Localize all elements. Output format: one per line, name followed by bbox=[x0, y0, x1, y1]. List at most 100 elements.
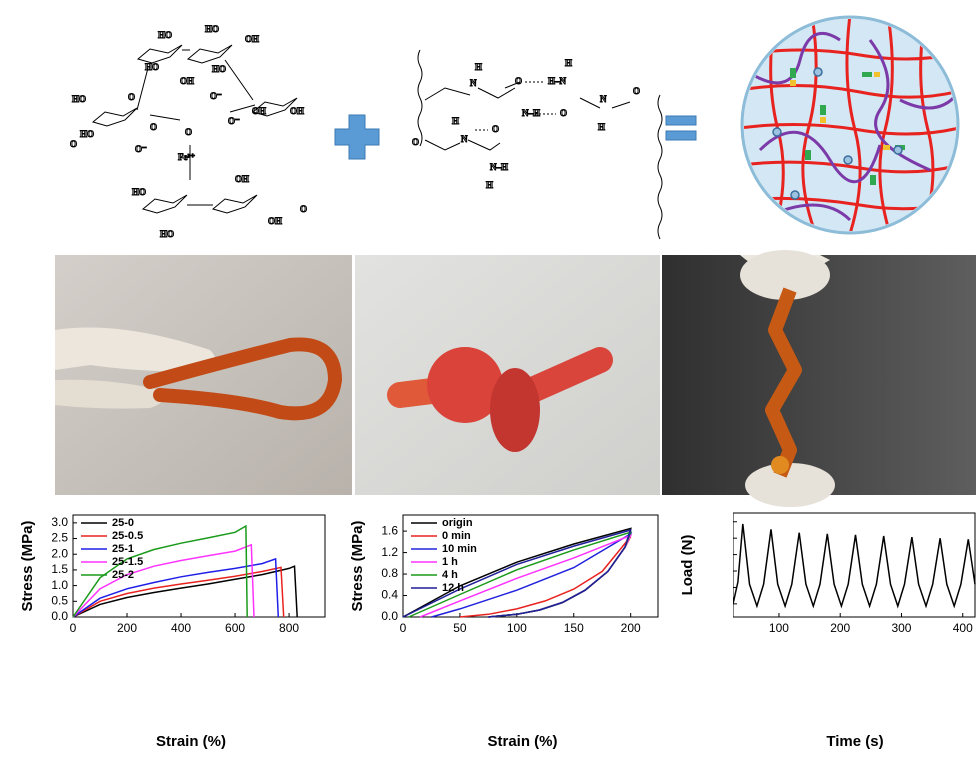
x-tick-label: 0 bbox=[400, 621, 407, 635]
atom-label: O bbox=[300, 204, 307, 214]
atom-label: O bbox=[150, 122, 157, 132]
x-tick-label: 200 bbox=[117, 621, 137, 635]
legend-label: 25-2 bbox=[112, 569, 134, 581]
x-tick-label: 200 bbox=[830, 621, 850, 635]
atom-label: N–H bbox=[522, 108, 540, 118]
sugar-ring bbox=[213, 195, 257, 213]
equals-sign bbox=[666, 131, 696, 140]
x-tick-label: 300 bbox=[891, 621, 911, 635]
atom-label: HO bbox=[132, 187, 146, 197]
atom-label: OH bbox=[252, 106, 266, 116]
sugar-ring bbox=[93, 108, 137, 126]
y-axis-label: Stress (MPa) bbox=[349, 521, 366, 612]
sugar-ring bbox=[143, 195, 187, 213]
atom-label: OH bbox=[245, 34, 259, 44]
hydrogen-bond bbox=[475, 82, 556, 130]
y-tick-label: 1.0 bbox=[51, 578, 68, 592]
y-tick-label: 2.0 bbox=[51, 546, 68, 560]
atom-label: O bbox=[633, 86, 640, 96]
x-tick-label: 0 bbox=[70, 621, 77, 635]
y-axis-label: Load (N) bbox=[679, 535, 696, 596]
y-tick-label: 1.5 bbox=[51, 562, 68, 576]
atom-label: OH bbox=[235, 174, 249, 184]
x-tick-label: 600 bbox=[225, 621, 245, 635]
atom-label: O bbox=[560, 108, 567, 118]
atom-label: O bbox=[515, 76, 522, 86]
sugar-ring bbox=[138, 45, 182, 63]
atom-label: N–H bbox=[490, 162, 508, 172]
atom-label: O bbox=[412, 137, 419, 147]
x-axis-label: Strain (%) bbox=[487, 733, 557, 750]
x-tick-label: 800 bbox=[279, 621, 299, 635]
figure: HOHOHOOHOHHOOHHOHOOO⁻OO⁻Fe³⁺OO⁻HOOHHOOHO… bbox=[0, 0, 976, 753]
atom-label: OH bbox=[268, 216, 282, 226]
y-tick-label: 0.4 bbox=[381, 588, 398, 602]
y-tick-label: 3.0 bbox=[51, 515, 68, 529]
x-tick-label: 200 bbox=[621, 621, 641, 635]
photo-knot bbox=[355, 255, 660, 495]
atom-label: H–N bbox=[548, 76, 567, 86]
y-tick-label: 15 bbox=[715, 580, 729, 594]
y-tick-label: 0 bbox=[721, 596, 728, 610]
legend-label: 25-1.5 bbox=[112, 556, 143, 568]
y-tick-label: 0.5 bbox=[51, 593, 68, 607]
atom-label: O⁻ bbox=[210, 91, 222, 101]
atom-label: O bbox=[185, 127, 192, 137]
y-tick-label: 75 bbox=[715, 514, 729, 528]
atom-label: H bbox=[475, 62, 482, 72]
y-tick-label: 0.8 bbox=[381, 566, 398, 580]
data-line bbox=[73, 526, 247, 617]
y-tick-label: 60 bbox=[715, 530, 729, 544]
x-tick-label: 50 bbox=[453, 621, 467, 635]
legend-label: 25-1 bbox=[112, 543, 134, 555]
atom-label: OH bbox=[180, 76, 194, 86]
data-line bbox=[733, 524, 975, 606]
legend-label: 4 h bbox=[442, 569, 458, 581]
atom-label: HO bbox=[212, 64, 226, 74]
plus-sign bbox=[335, 115, 379, 159]
network-diagram bbox=[740, 15, 970, 240]
x-tick-label: 400 bbox=[171, 621, 191, 635]
atom-label: H bbox=[452, 116, 459, 126]
x-axis-label: Time (s) bbox=[826, 733, 883, 750]
x-axis-label: Strain (%) bbox=[156, 733, 226, 750]
legend-label: 25-0 bbox=[112, 517, 134, 529]
x-tick-label: 100 bbox=[769, 621, 789, 635]
atom-label: HO bbox=[72, 94, 86, 104]
y-tick-label: 0.0 bbox=[51, 609, 68, 623]
x-tick-label: 150 bbox=[564, 621, 584, 635]
atom-label: O⁻ bbox=[135, 144, 147, 154]
y-tick-label: 45 bbox=[715, 547, 729, 561]
atom-label: H bbox=[486, 180, 493, 190]
atom-label: O bbox=[492, 124, 499, 134]
x-tick-label: 400 bbox=[953, 621, 973, 635]
y-tick-label: 30 bbox=[715, 563, 729, 577]
equals-sign bbox=[666, 116, 696, 125]
atom-label: HO bbox=[80, 129, 94, 139]
atom-label: O bbox=[70, 139, 77, 149]
atom-label: HO bbox=[145, 62, 159, 72]
atom-label: Fe³⁺ bbox=[178, 152, 195, 162]
wavy-bond bbox=[418, 50, 662, 239]
y-tick-label: 1.2 bbox=[381, 545, 398, 559]
atom-label: HO bbox=[205, 24, 219, 34]
atom-label: OH bbox=[290, 106, 304, 116]
legend-label: 25-0.5 bbox=[112, 530, 143, 542]
y-axis-label: Stress (MPa) bbox=[19, 521, 36, 612]
y-tick-label: 1.6 bbox=[381, 523, 398, 537]
atom-label: N bbox=[470, 78, 477, 88]
y-tick-label: 0.0 bbox=[381, 609, 398, 623]
legend-label: 0 min bbox=[442, 530, 471, 542]
photo-twist bbox=[662, 250, 976, 507]
legend-label: 12 h bbox=[442, 582, 464, 594]
atom-label: H bbox=[598, 122, 605, 132]
atom-label: O⁻ bbox=[228, 116, 240, 126]
x-tick-label: 100 bbox=[507, 621, 527, 635]
legend-label: 1 h bbox=[442, 556, 458, 568]
plot-frame bbox=[733, 513, 975, 617]
atom-label: N bbox=[600, 94, 607, 104]
photo-loop bbox=[55, 255, 352, 495]
legend-label: origin bbox=[442, 517, 473, 529]
atom-label: H bbox=[565, 58, 572, 68]
